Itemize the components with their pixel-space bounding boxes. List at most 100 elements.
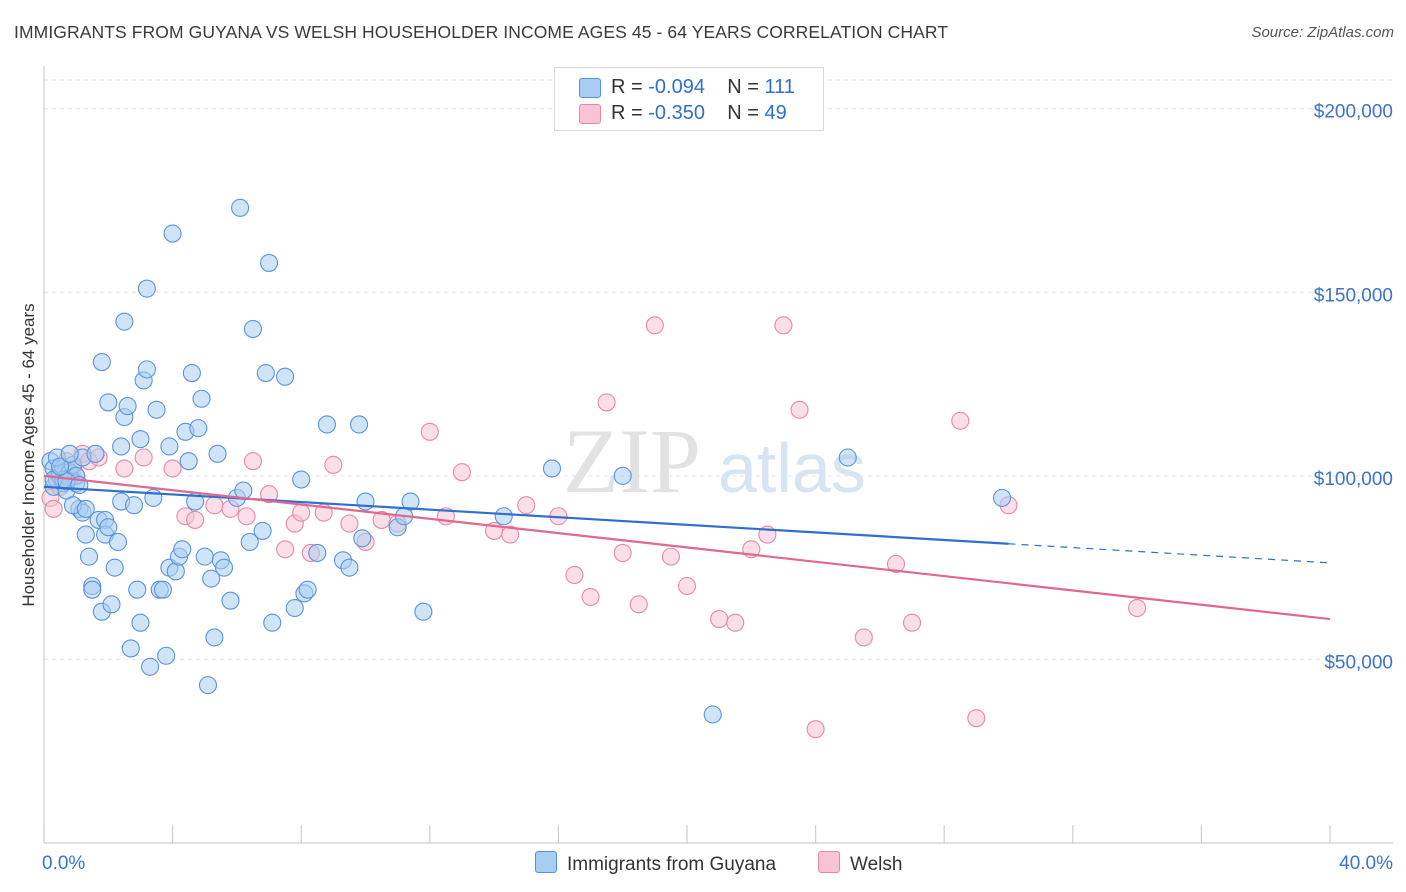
point-guyana bbox=[147, 400, 166, 419]
point-welsh bbox=[452, 463, 472, 482]
point-guyana bbox=[214, 558, 234, 577]
point-guyana bbox=[163, 224, 182, 243]
point-welsh bbox=[1128, 598, 1147, 618]
point-welsh bbox=[597, 393, 616, 412]
bottom-legend-label-welsh: Welsh bbox=[850, 854, 903, 875]
legend-n-value-welsh: 49 bbox=[764, 102, 787, 124]
correlation-legend: R = -0.094 N = 111 R = -0.350 N = 49 bbox=[554, 67, 824, 131]
point-guyana bbox=[102, 595, 121, 614]
point-welsh bbox=[237, 507, 256, 526]
legend-n-label: N = bbox=[727, 102, 765, 124]
point-guyana bbox=[298, 580, 317, 599]
point-welsh bbox=[902, 613, 922, 632]
point-guyana bbox=[340, 558, 359, 577]
bottom-swatch-welsh bbox=[818, 851, 840, 873]
point-guyana bbox=[208, 444, 227, 463]
point-guyana bbox=[51, 457, 70, 476]
point-guyana bbox=[189, 419, 208, 438]
legend-n-value-guyana: 111 bbox=[764, 76, 795, 98]
point-guyana bbox=[231, 198, 250, 217]
point-guyana bbox=[198, 676, 218, 695]
point-welsh bbox=[115, 459, 134, 478]
point-welsh bbox=[292, 503, 311, 522]
point-guyana bbox=[182, 364, 201, 383]
point-guyana bbox=[160, 437, 179, 456]
legend-n-label: N = bbox=[727, 76, 765, 98]
point-guyana bbox=[108, 532, 127, 551]
point-welsh bbox=[44, 499, 63, 518]
point-welsh bbox=[163, 459, 182, 478]
axes bbox=[43, 66, 1393, 844]
trend-lines bbox=[43, 474, 1331, 621]
point-guyana bbox=[240, 532, 259, 551]
point-guyana bbox=[76, 525, 95, 544]
point-welsh bbox=[806, 720, 825, 739]
point-guyana bbox=[276, 367, 295, 386]
y-tick-label: $50,000 bbox=[1324, 652, 1393, 673]
point-guyana bbox=[205, 628, 224, 647]
legend-r-value-welsh: -0.350 bbox=[648, 102, 705, 124]
point-guyana bbox=[613, 466, 632, 485]
bottom-legend-welsh: Welsh bbox=[818, 851, 902, 876]
point-guyana bbox=[243, 319, 263, 339]
point-welsh bbox=[581, 587, 600, 607]
watermark-atlas: atlas bbox=[718, 429, 866, 507]
point-welsh bbox=[243, 452, 263, 471]
point-guyana bbox=[221, 591, 240, 610]
point-guyana bbox=[153, 580, 173, 599]
point-welsh bbox=[205, 496, 224, 515]
point-welsh bbox=[276, 540, 295, 559]
point-guyana bbox=[263, 613, 282, 632]
trend-line-guyana-projection bbox=[1008, 543, 1331, 564]
point-welsh bbox=[613, 543, 632, 563]
point-guyana bbox=[195, 547, 214, 566]
point-guyana bbox=[166, 562, 185, 581]
point-welsh bbox=[629, 595, 648, 614]
point-welsh bbox=[967, 709, 986, 728]
point-guyana bbox=[703, 705, 722, 724]
point-welsh bbox=[420, 422, 439, 441]
legend-r-value-guyana: -0.094 bbox=[648, 76, 705, 98]
point-guyana bbox=[131, 430, 150, 449]
x-tick-label-min: 0.0% bbox=[42, 853, 85, 874]
bottom-legend-guyana: Immigrants from Guyana bbox=[535, 851, 776, 876]
point-guyana bbox=[99, 518, 118, 537]
point-guyana bbox=[353, 529, 372, 548]
x-tick-label-max: 40.0% bbox=[1339, 853, 1393, 874]
point-guyana bbox=[259, 253, 279, 272]
point-guyana bbox=[542, 459, 562, 478]
point-guyana bbox=[105, 558, 124, 577]
point-guyana bbox=[131, 613, 150, 632]
bottom-swatch-guyana bbox=[535, 851, 557, 873]
point-guyana bbox=[157, 646, 176, 665]
point-guyana bbox=[115, 312, 134, 331]
trend-line-guyana bbox=[43, 485, 1009, 545]
y-tick-label: $100,000 bbox=[1314, 469, 1393, 490]
point-guyana bbox=[401, 492, 420, 511]
point-welsh bbox=[340, 514, 359, 533]
point-welsh bbox=[726, 613, 745, 632]
point-guyana bbox=[256, 364, 275, 383]
point-guyana bbox=[79, 547, 99, 566]
point-guyana bbox=[118, 397, 137, 416]
point-guyana bbox=[83, 580, 102, 599]
point-welsh bbox=[661, 547, 680, 566]
y-tick-label: $150,000 bbox=[1314, 285, 1393, 306]
point-welsh bbox=[710, 609, 729, 629]
legend-r-label: R = bbox=[611, 102, 649, 124]
point-guyana bbox=[356, 492, 375, 511]
y-tick-label: $200,000 bbox=[1314, 102, 1393, 123]
point-guyana bbox=[86, 444, 105, 463]
point-guyana bbox=[137, 360, 156, 379]
point-guyana bbox=[292, 470, 311, 489]
point-guyana bbox=[993, 488, 1012, 507]
point-welsh bbox=[134, 448, 153, 467]
watermark-zip: ZIP bbox=[563, 410, 701, 512]
point-guyana bbox=[141, 657, 160, 676]
source-label: Source: ZipAtlas.com bbox=[1251, 24, 1394, 41]
point-guyana bbox=[414, 602, 433, 621]
point-guyana bbox=[124, 496, 144, 515]
point-welsh bbox=[951, 411, 970, 430]
point-guyana bbox=[121, 639, 140, 658]
